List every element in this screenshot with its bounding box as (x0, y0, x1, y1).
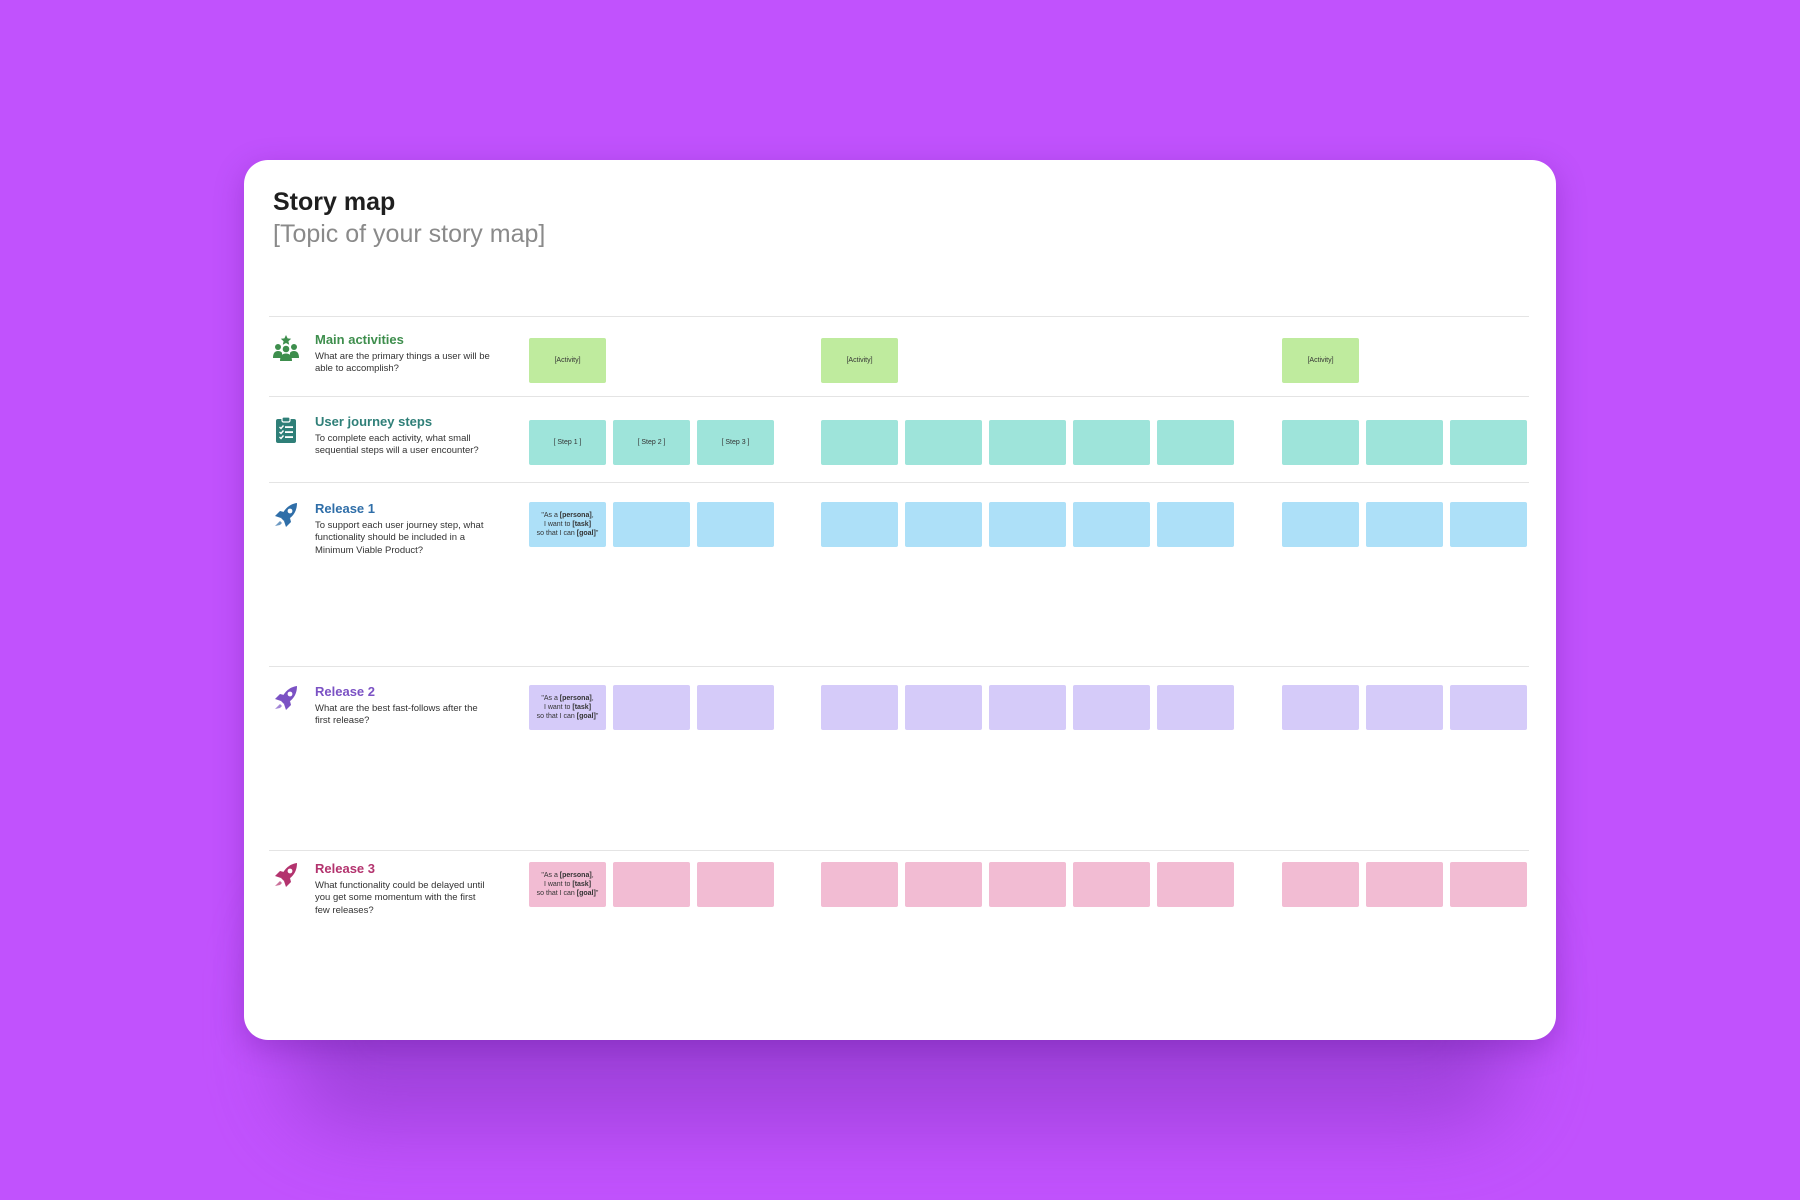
step-card[interactable] (989, 420, 1066, 465)
step-card[interactable]: [ Step 1 ] (529, 420, 606, 465)
divider (269, 482, 1529, 483)
story-map-board[interactable]: Story map [Topic of your story map] Main… (244, 160, 1556, 1040)
release-3-card[interactable] (1157, 862, 1234, 907)
step-card[interactable] (905, 420, 982, 465)
divider (269, 316, 1529, 317)
row-label: Release 1 To support each user journey s… (315, 501, 490, 557)
release-1-card[interactable] (1157, 502, 1234, 547)
release-1-card[interactable] (1366, 502, 1443, 547)
rocket-icon (275, 503, 297, 527)
step-card[interactable] (1157, 420, 1234, 465)
clipboard-checklist-icon (276, 416, 296, 443)
release-3-card[interactable] (1450, 862, 1527, 907)
divider (269, 666, 1529, 667)
release-2-card[interactable] (1366, 685, 1443, 730)
release-2-card[interactable] (697, 685, 774, 730)
divider (269, 850, 1529, 851)
release-1-card[interactable] (1282, 502, 1359, 547)
row-label: Main activities What are the primary thi… (315, 332, 490, 376)
divider (269, 396, 1529, 397)
row-description: What are the best fast-follows after the… (315, 703, 478, 727)
release-3-card[interactable] (905, 862, 982, 907)
row-description: What are the primary things a user will … (315, 351, 490, 375)
release-3-card[interactable] (697, 862, 774, 907)
activity-card[interactable]: [Activity] (821, 338, 898, 383)
user-story-card[interactable]: "As a [persona], I want to [task] so tha… (529, 862, 606, 907)
activity-card[interactable]: [Activity] (1282, 338, 1359, 383)
release-3-card[interactable] (1282, 862, 1359, 907)
release-1-card[interactable] (1073, 502, 1150, 547)
row-title: Release 2 (315, 684, 375, 699)
row-label: User journey steps To complete each acti… (315, 414, 490, 458)
release-3-card[interactable] (613, 862, 690, 907)
row-description: To support each user journey step, what … (315, 520, 484, 556)
release-1-card[interactable] (697, 502, 774, 547)
activity-card[interactable]: [Activity] (529, 338, 606, 383)
row-label: Release 3 What functionality could be de… (315, 861, 490, 917)
release-1-card[interactable] (905, 502, 982, 547)
row-label: Release 2 What are the best fast-follows… (315, 684, 490, 728)
user-story-card[interactable]: "As a [persona], I want to [task] so tha… (529, 685, 606, 730)
group-icon (273, 335, 299, 361)
release-2-card[interactable] (905, 685, 982, 730)
step-card[interactable]: [ Step 2 ] (613, 420, 690, 465)
row-description: What functionality could be delayed unti… (315, 880, 485, 916)
row-description: To complete each activity, what small se… (315, 433, 479, 457)
release-3-card[interactable] (1366, 862, 1443, 907)
release-3-card[interactable] (1073, 862, 1150, 907)
release-2-card[interactable] (1157, 685, 1234, 730)
release-2-card[interactable] (1282, 685, 1359, 730)
row-title: Release 1 (315, 501, 375, 516)
step-card[interactable]: [ Step 3 ] (697, 420, 774, 465)
step-card[interactable] (1282, 420, 1359, 465)
release-2-card[interactable] (821, 685, 898, 730)
step-card[interactable] (1450, 420, 1527, 465)
step-card[interactable] (1073, 420, 1150, 465)
board-subtitle[interactable]: [Topic of your story map] (273, 220, 546, 248)
release-1-card[interactable] (821, 502, 898, 547)
board-title: Story map (273, 188, 396, 216)
row-title: User journey steps (315, 414, 433, 429)
user-story-card[interactable]: "As a [persona], I want to [task] so tha… (529, 502, 606, 547)
release-1-card[interactable] (1450, 502, 1527, 547)
row-title: Main activities (315, 332, 404, 347)
rocket-icon (275, 863, 297, 887)
release-1-card[interactable] (989, 502, 1066, 547)
release-2-card[interactable] (989, 685, 1066, 730)
step-card[interactable] (1366, 420, 1443, 465)
release-1-card[interactable] (613, 502, 690, 547)
release-2-card[interactable] (613, 685, 690, 730)
release-2-card[interactable] (1073, 685, 1150, 730)
rocket-icon (275, 686, 297, 710)
row-title: Release 3 (315, 861, 375, 876)
step-card[interactable] (821, 420, 898, 465)
release-3-card[interactable] (821, 862, 898, 907)
release-2-card[interactable] (1450, 685, 1527, 730)
release-3-card[interactable] (989, 862, 1066, 907)
